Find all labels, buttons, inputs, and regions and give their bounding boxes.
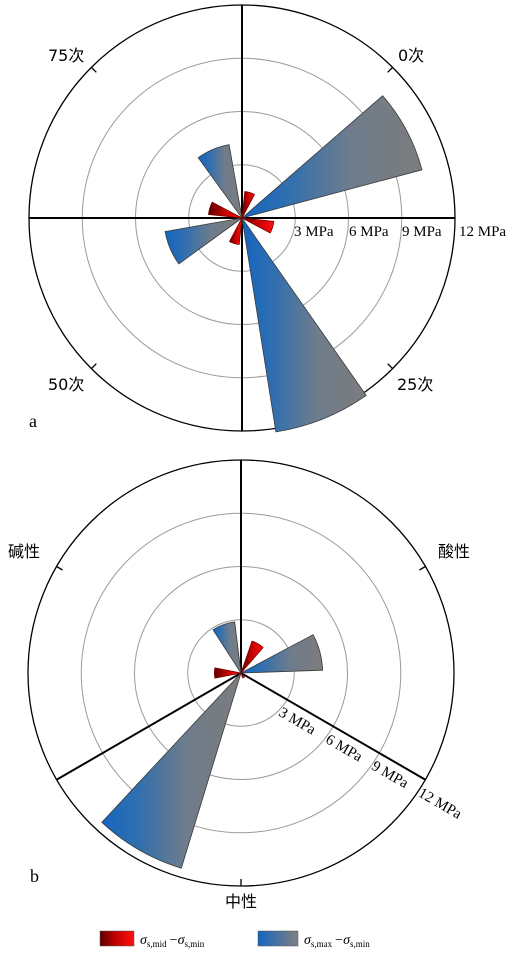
legend-swatch-max [257, 930, 299, 947]
panel-b-spoke-left [56, 672, 242, 781]
panel-b-bars [101, 621, 324, 869]
panel-b-ring-labels: 3 MPa 6 MPa 9 MPa 12 MPa [276, 705, 465, 823]
legend-swatch-mid [99, 930, 135, 947]
panel-b-ring-label-9: 9 MPa [369, 758, 412, 792]
panel-a-label-75: 75次 [48, 46, 84, 65]
panel-b-chart: 3 MPa 6 MPa 9 MPa 12 MPa 酸性 中性 碱性 b [8, 459, 470, 911]
panel-a-max-bar-2 [164, 217, 243, 265]
panel-a-ring-label-12: 12 MPa [459, 224, 506, 240]
panel-a-tick-0 [387, 66, 394, 73]
panel-a-label-50: 50次 [48, 375, 84, 394]
panel-a-chart: 3 MPa 6 MPa 9 MPa 12 MPa 0次 25次 50次 75次 … [28, 4, 506, 433]
panel-b-ring-label-3: 3 MPa [276, 705, 319, 739]
panel-b-ticks [56, 565, 426, 886]
panel-b-label-acid: 酸性 [438, 542, 470, 561]
panel-b-mid-bar-0 [240, 640, 264, 674]
panel-a-mid-bar-3 [208, 201, 243, 219]
panel-a-mid-bar-0 [241, 191, 256, 219]
panel-b-tick-2 [56, 565, 63, 571]
panel-a-ring-labels: 3 MPa 6 MPa 9 MPa 12 MPa [294, 224, 506, 240]
panel-b-mid-bar-2 [214, 667, 242, 679]
panel-b-max-bar-2 [212, 621, 242, 674]
panel-b-ring-label-12: 12 MPa [415, 785, 464, 823]
panel-b-spoke-right [240, 672, 426, 781]
panel-a-max-bar-3 [197, 144, 243, 219]
legend: σs,mid −σs,min σs,max −σs,min [99, 930, 370, 949]
panel-a-label-0: 0次 [398, 46, 424, 65]
panel-a-tick-2 [90, 363, 97, 370]
panel-a-ring-label-6: 6 MPa [349, 224, 389, 240]
panel-b-letter: b [30, 866, 39, 886]
panel-b-mid-bar-1 [240, 672, 246, 679]
panel-a-tick-1 [387, 363, 394, 370]
legend-item-max: σs,max −σs,min [257, 930, 370, 949]
panel-a-ring-label-9: 9 MPa [402, 224, 442, 240]
legend-item-mid: σs,mid −σs,min [99, 930, 205, 949]
panel-b-max-bar-0 [240, 634, 324, 674]
panel-a-label-25: 25次 [397, 375, 433, 394]
panel-b-label-alkaline: 碱性 [8, 542, 40, 561]
panel-a-tick-3 [90, 66, 97, 73]
panel-b-max-bar-1 [101, 672, 242, 869]
legend-text-max: σs,max −σs,min [304, 933, 370, 949]
panel-b-ring-label-6: 6 MPa [323, 732, 366, 766]
panel-a-mid-bar-1 [241, 217, 275, 234]
panel-a-ring-label-3: 3 MPa [294, 224, 334, 240]
panel-a-ticks [90, 66, 394, 370]
legend-text-mid: σs,mid −σs,min [140, 933, 205, 949]
panel-b-label-neutral: 中性 [225, 892, 257, 911]
panel-b-tick-0 [419, 565, 426, 571]
panel-a-max-bar-1 [241, 217, 367, 433]
panel-a-bars [164, 95, 423, 433]
panel-a-letter: a [29, 411, 37, 431]
panel-a-max-bar-0 [241, 95, 423, 219]
panel-a-mid-bar-2 [228, 217, 243, 245]
